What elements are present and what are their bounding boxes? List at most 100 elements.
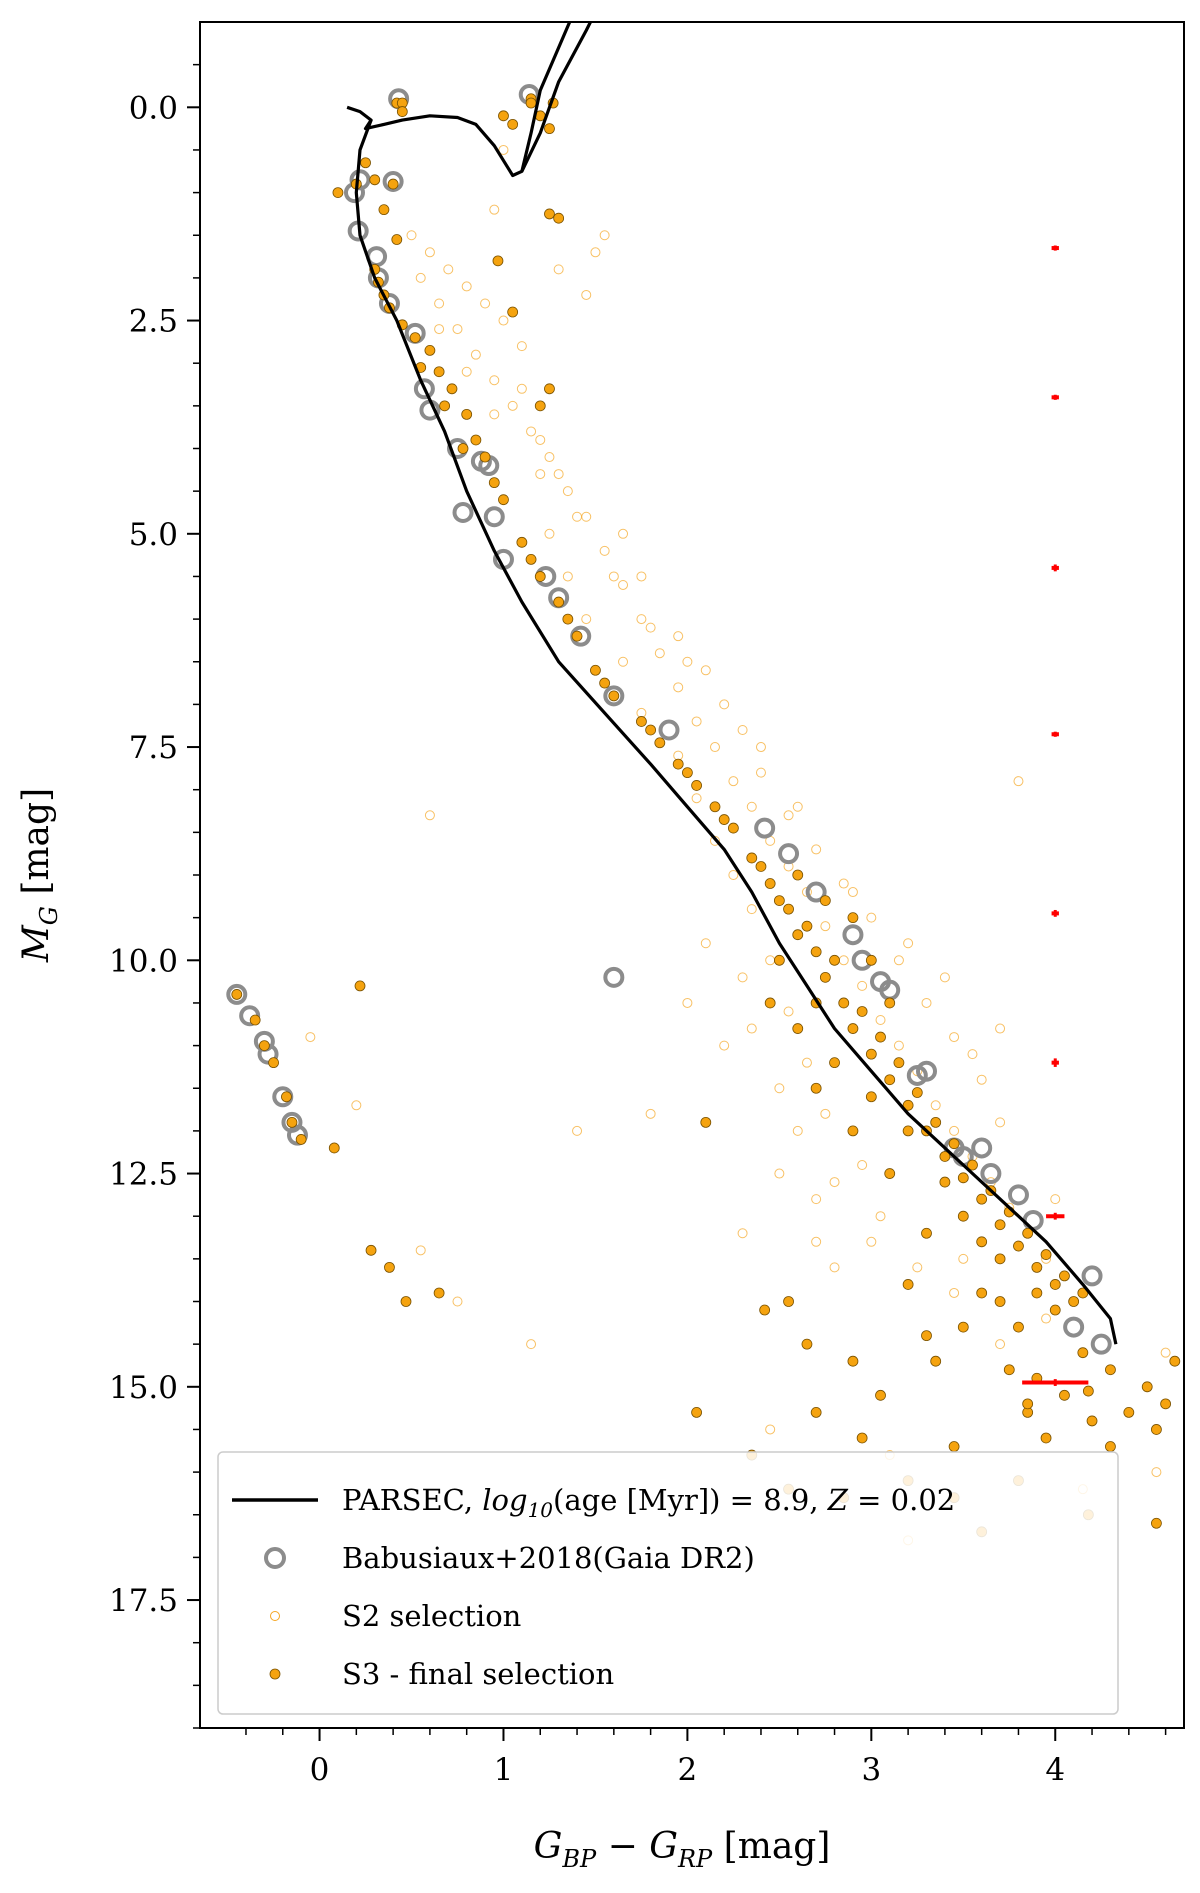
error-bar [1051,564,1059,572]
s3-point [507,306,519,318]
s2-point [820,921,831,932]
isochrone-line [520,22,572,172]
s2-point [820,1108,831,1119]
error-bar [1022,1379,1089,1386]
y-tick-label: 17.5 [109,1583,178,1619]
s2-point [581,614,592,625]
babusiaux-point [382,171,404,193]
babusiaux-point [778,843,800,865]
s3-point [838,997,850,1009]
s3-point [1086,1415,1098,1427]
s3-point [764,878,776,889]
s3-point [387,178,399,190]
s2-point [875,1211,886,1222]
s3-point [1151,1424,1162,1435]
s3-point [1068,1296,1080,1307]
s3-point [893,1057,905,1069]
s2-point [792,801,803,812]
s3-point [939,1151,951,1162]
s2-point [562,571,573,582]
s2-point [765,955,776,966]
s2-point [829,1177,840,1188]
isochrone-line [354,119,1118,1345]
y-axis-label: MG [mag] [16,788,63,963]
s3-point [948,1441,960,1452]
error-bar [1046,1212,1065,1220]
s3-point [792,869,804,881]
s2-point [939,972,950,983]
y-tick-label: 10.0 [109,943,178,979]
s3-point [865,1048,877,1060]
s3-point [957,1172,969,1184]
s2-point [526,426,537,437]
s2-point [737,724,748,735]
s2-point [1041,1313,1052,1324]
s2-point [912,1262,923,1273]
s3-point [773,954,785,966]
s2-point [682,656,693,667]
s3-point [470,434,482,446]
s3-point [1013,1240,1024,1252]
s3-point [884,1074,896,1086]
s3-point [654,737,666,749]
s2-point [682,997,693,1008]
s2-point [618,579,629,590]
s3-point [1003,1364,1015,1376]
s2-point [415,1245,426,1256]
s3-point [1031,1287,1043,1299]
s3-point [783,1296,794,1307]
s2-point [489,204,500,215]
babusiaux-point [1063,1316,1085,1338]
s2-point [719,699,730,710]
babusiaux-point [413,378,435,400]
s3-point [709,801,721,813]
s2-point [746,801,757,812]
s3-point [746,852,758,864]
s3-point [378,204,390,216]
s3-point [911,1087,923,1098]
babusiaux-point [971,1137,993,1159]
s2-point [691,716,702,727]
s3-point [1049,1304,1061,1316]
x-axis-label: GBP − GRP [mag] [534,1826,831,1873]
s2-point [847,887,858,898]
s3-point [792,1023,804,1034]
s3-point [875,1031,886,1043]
s2-point [351,1100,362,1111]
s2-point [792,1125,803,1136]
s3-point [488,477,500,489]
s2-point [673,631,684,642]
s3-point [994,1253,1006,1265]
s2-point [737,972,748,983]
babusiaux-point [452,501,474,523]
s3-point [384,1261,395,1273]
s3-point [792,929,804,941]
s3-point [691,1406,702,1418]
s2-point [893,955,904,966]
s3-point [672,758,684,770]
s2-point [535,434,546,445]
s2-point [673,682,684,693]
babusiaux-point [658,719,680,741]
s2-point [893,1040,904,1051]
s2-point [811,1236,822,1247]
y-tick-label: 12.5 [109,1157,178,1193]
s2-point [424,247,435,258]
legend-label-s2: S2 selection [342,1599,521,1633]
s3-point [829,954,840,966]
s3-point [921,1227,932,1239]
s3-point [286,1116,298,1128]
babusiaux-point [349,169,371,191]
s3-point [976,1193,988,1205]
s3-point [1105,1441,1116,1452]
s3-point [562,613,574,625]
error-bar [1051,909,1059,917]
s2-point [1151,1467,1162,1478]
legend: PARSEC, log10(age [Myr]) = 8.9, Z = 0.02… [217,1451,1119,1715]
s3-point [994,1219,1006,1231]
s2-point [553,469,564,480]
babusiaux-point [603,966,625,988]
s3-point [856,1006,868,1017]
s3-point [534,571,546,582]
s2-point [995,1023,1006,1034]
